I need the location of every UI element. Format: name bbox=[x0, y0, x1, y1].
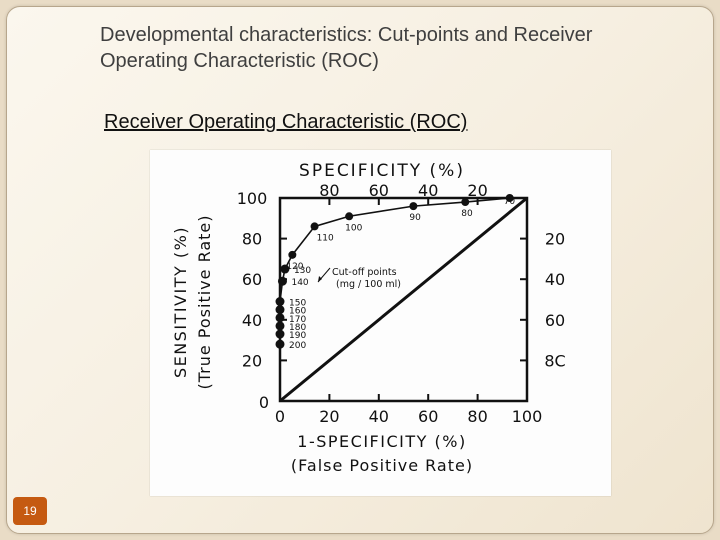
y-tick-label: 80 bbox=[242, 230, 262, 249]
chance-line bbox=[279, 196, 528, 403]
top-tick-label: 60 bbox=[369, 181, 389, 200]
y-tick-label: 100 bbox=[237, 189, 268, 208]
roc-point bbox=[505, 194, 514, 202]
slide-title: Developmental characteristics: Cut-point… bbox=[100, 22, 700, 74]
cutoff-label: 200 bbox=[289, 341, 306, 351]
cutoff-label: 150 bbox=[289, 299, 306, 309]
annotation-line2: (mg / 100 ml) bbox=[336, 279, 401, 290]
x-tick-label: 0 bbox=[275, 407, 285, 426]
roc-point bbox=[275, 313, 285, 323]
y-tick-label: 0 bbox=[259, 393, 269, 412]
top-axis-title: SPECIFICITY (%) bbox=[299, 161, 465, 181]
cutoff-label: 140 bbox=[291, 278, 308, 288]
cutoff-label: 170 bbox=[289, 315, 306, 325]
chart-layer: 0 20 40 60 80 100 0 20 40 60 80 100 20 40 60 8C 80 60 40 20… bbox=[237, 181, 566, 426]
cutoff-label: 180 bbox=[289, 323, 306, 333]
slide-title-line1: Developmental characteristics: Cut-point… bbox=[100, 24, 593, 46]
roc-point bbox=[345, 212, 354, 221]
y-tick-label: 20 bbox=[242, 351, 262, 370]
roc-point bbox=[288, 250, 297, 259]
roc-point bbox=[275, 305, 285, 315]
cutoff-label: 80 bbox=[461, 209, 473, 219]
right-tick-label: 40 bbox=[545, 270, 565, 289]
cutoff-label: 90 bbox=[409, 213, 421, 223]
y-axis-title-line2: (True Positive Rate) bbox=[195, 214, 214, 389]
top-tick-label: 40 bbox=[418, 181, 438, 200]
slide-title-line2: Operating Characteristic (ROC) bbox=[100, 50, 379, 72]
cutoff-label: 70 bbox=[504, 197, 516, 207]
y-tick-label: 60 bbox=[242, 270, 262, 289]
roc-figure: SPECIFICITY (%) 1-SPECIFICITY (%) (False… bbox=[150, 150, 611, 496]
cutoff-label: 190 bbox=[289, 331, 306, 341]
cutoff-label: 160 bbox=[289, 307, 306, 317]
right-tick-label: 60 bbox=[545, 311, 565, 330]
y-axis-title-line1: SENSITIVITY (%) bbox=[171, 226, 190, 378]
roc-point bbox=[277, 276, 287, 286]
annotation-arrowhead bbox=[318, 276, 322, 282]
right-tick-label: 20 bbox=[545, 230, 565, 249]
top-tick-label: 20 bbox=[467, 181, 487, 200]
x-tick-label: 100 bbox=[512, 407, 543, 426]
roc-point bbox=[280, 264, 290, 274]
section-heading: Receiver Operating Characteristic (ROC) bbox=[104, 111, 468, 133]
annotation-line1: Cut-off points bbox=[332, 267, 397, 278]
x-tick-label: 40 bbox=[369, 407, 389, 426]
roc-point bbox=[275, 321, 285, 331]
cutoff-label: 110 bbox=[317, 233, 334, 243]
roc-point bbox=[275, 329, 285, 339]
roc-point bbox=[310, 222, 319, 231]
roc-point bbox=[461, 198, 470, 207]
cutoff-label: 130 bbox=[294, 266, 311, 276]
x-axis-title-line1: 1-SPECIFICITY (%) bbox=[297, 432, 466, 451]
roc-point bbox=[275, 339, 285, 349]
x-tick-label: 20 bbox=[319, 407, 339, 426]
right-tick-label: 8C bbox=[544, 351, 565, 370]
roc-point bbox=[275, 297, 285, 307]
top-tick-label: 80 bbox=[319, 181, 339, 200]
x-tick-label: 80 bbox=[467, 407, 487, 426]
cutoff-label: 100 bbox=[345, 223, 362, 233]
roc-chart: SPECIFICITY (%) 1-SPECIFICITY (%) (False… bbox=[171, 161, 566, 475]
cutoff-label: 120 bbox=[286, 262, 303, 272]
page-number: 19 bbox=[13, 497, 47, 525]
x-axis-title-line2: (False Positive Rate) bbox=[291, 456, 473, 475]
y-tick-label: 40 bbox=[242, 311, 262, 330]
x-tick-label: 60 bbox=[418, 407, 438, 426]
roc-point bbox=[409, 202, 418, 211]
